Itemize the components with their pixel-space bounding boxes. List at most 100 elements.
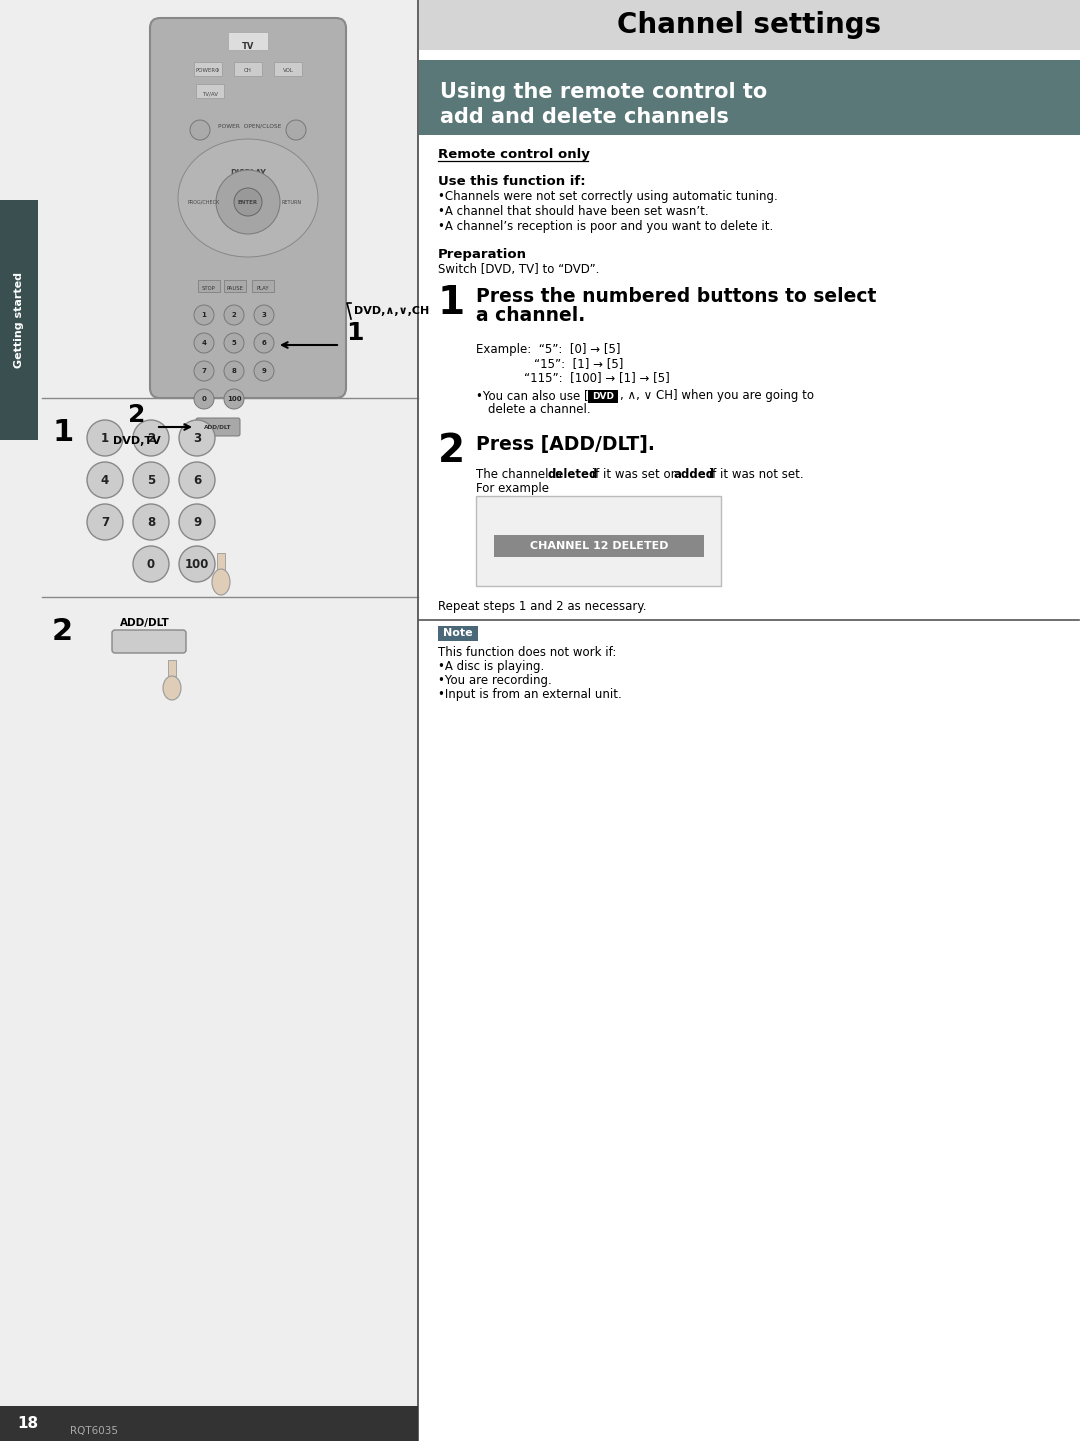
Text: 8: 8 <box>147 516 156 529</box>
Text: VOL: VOL <box>283 68 294 73</box>
Text: 8: 8 <box>231 367 237 375</box>
Bar <box>195 84 224 98</box>
Bar <box>228 32 268 50</box>
Text: •You are recording.: •You are recording. <box>438 674 552 687</box>
Bar <box>476 496 721 586</box>
Text: For example: For example <box>476 481 549 496</box>
Text: DISPLAY: DISPLAY <box>230 170 266 179</box>
Text: POWERΦ: POWERΦ <box>195 68 220 73</box>
Text: The channel is: The channel is <box>476 468 566 481</box>
Circle shape <box>254 305 274 326</box>
Text: TV: TV <box>242 42 254 50</box>
Text: CHANNEL 12 DELETED: CHANNEL 12 DELETED <box>530 540 669 550</box>
FancyBboxPatch shape <box>150 17 346 398</box>
Text: ADD/DLT: ADD/DLT <box>204 425 232 429</box>
Text: •Channels were not set correctly using automatic tuning.: •Channels were not set correctly using a… <box>438 190 778 203</box>
Text: Using the remote control to: Using the remote control to <box>440 82 767 102</box>
Circle shape <box>133 463 168 499</box>
Text: 9: 9 <box>193 516 201 529</box>
Text: 2: 2 <box>231 313 237 318</box>
Text: •Input is from an external unit.: •Input is from an external unit. <box>438 687 622 700</box>
Bar <box>494 535 704 558</box>
Bar <box>194 62 222 76</box>
Text: 2: 2 <box>129 403 146 427</box>
Text: Use this function if:: Use this function if: <box>438 174 585 187</box>
Text: 6: 6 <box>193 474 201 487</box>
Circle shape <box>87 504 123 540</box>
Circle shape <box>133 504 168 540</box>
Text: 9: 9 <box>261 367 267 375</box>
Bar <box>252 280 274 293</box>
Circle shape <box>133 546 168 582</box>
Circle shape <box>224 333 244 353</box>
Bar <box>0 1406 418 1441</box>
Bar <box>419 0 1080 50</box>
Text: TV/AV: TV/AV <box>202 91 218 97</box>
Circle shape <box>254 362 274 380</box>
Circle shape <box>87 463 123 499</box>
Text: if it was set or: if it was set or <box>588 468 679 481</box>
Text: CH: CH <box>244 68 252 73</box>
Circle shape <box>216 170 280 233</box>
Text: 2: 2 <box>438 432 465 470</box>
Bar <box>274 62 302 76</box>
Circle shape <box>179 419 215 455</box>
Circle shape <box>234 187 262 216</box>
Text: 1: 1 <box>438 284 465 321</box>
Text: 2: 2 <box>52 617 73 646</box>
Text: if it was not set.: if it was not set. <box>705 468 804 481</box>
Text: add and delete channels: add and delete channels <box>440 107 729 127</box>
FancyBboxPatch shape <box>112 630 186 653</box>
Text: STOP: STOP <box>202 285 216 291</box>
Text: 0: 0 <box>147 558 156 571</box>
Circle shape <box>254 333 274 353</box>
Circle shape <box>224 362 244 380</box>
Text: Press the numbered buttons to select: Press the numbered buttons to select <box>476 287 876 305</box>
Text: , ∧, ∨ CH] when you are going to: , ∧, ∨ CH] when you are going to <box>620 389 814 402</box>
Text: Getting started: Getting started <box>14 272 24 367</box>
Bar <box>588 391 618 403</box>
Circle shape <box>224 389 244 409</box>
Bar <box>0 0 418 1441</box>
Circle shape <box>87 419 123 455</box>
Text: 3: 3 <box>193 431 201 444</box>
Circle shape <box>190 120 210 140</box>
Circle shape <box>179 504 215 540</box>
Text: 100: 100 <box>227 396 241 402</box>
Text: •A disc is playing.: •A disc is playing. <box>438 660 544 673</box>
Text: DVD: DVD <box>592 392 615 401</box>
Text: •A channel that should have been set wasn’t.: •A channel that should have been set was… <box>438 205 708 218</box>
Circle shape <box>133 419 168 455</box>
Text: Remote control only: Remote control only <box>438 148 590 161</box>
Text: ENTER: ENTER <box>238 199 258 205</box>
Text: deleted: deleted <box>548 468 598 481</box>
Bar <box>168 660 176 676</box>
Text: PAUSE: PAUSE <box>227 285 243 291</box>
Circle shape <box>194 362 214 380</box>
Text: RETURN: RETURN <box>282 199 302 205</box>
Bar <box>224 280 246 293</box>
Text: 18: 18 <box>17 1415 39 1431</box>
Text: 6: 6 <box>261 340 267 346</box>
Text: 3: 3 <box>261 313 267 318</box>
Text: Preparation: Preparation <box>438 248 527 261</box>
Text: PROG/CHECK: PROG/CHECK <box>188 199 220 205</box>
Text: Channel settings: Channel settings <box>617 12 881 39</box>
Text: 4: 4 <box>202 340 206 346</box>
Text: 5: 5 <box>147 474 156 487</box>
Text: 7: 7 <box>202 367 206 375</box>
Text: 7: 7 <box>100 516 109 529</box>
Text: 100: 100 <box>185 558 210 571</box>
Text: POWER  OPEN/CLOSE: POWER OPEN/CLOSE <box>218 122 282 128</box>
Text: added: added <box>673 468 714 481</box>
Circle shape <box>179 546 215 582</box>
FancyBboxPatch shape <box>195 418 240 437</box>
Circle shape <box>194 305 214 326</box>
Text: delete a channel.: delete a channel. <box>488 403 591 416</box>
Text: a channel.: a channel. <box>476 305 585 326</box>
Ellipse shape <box>163 676 181 700</box>
Bar <box>217 553 225 571</box>
Text: RQT6035: RQT6035 <box>70 1427 118 1437</box>
Text: 1: 1 <box>100 431 109 444</box>
Circle shape <box>179 463 215 499</box>
